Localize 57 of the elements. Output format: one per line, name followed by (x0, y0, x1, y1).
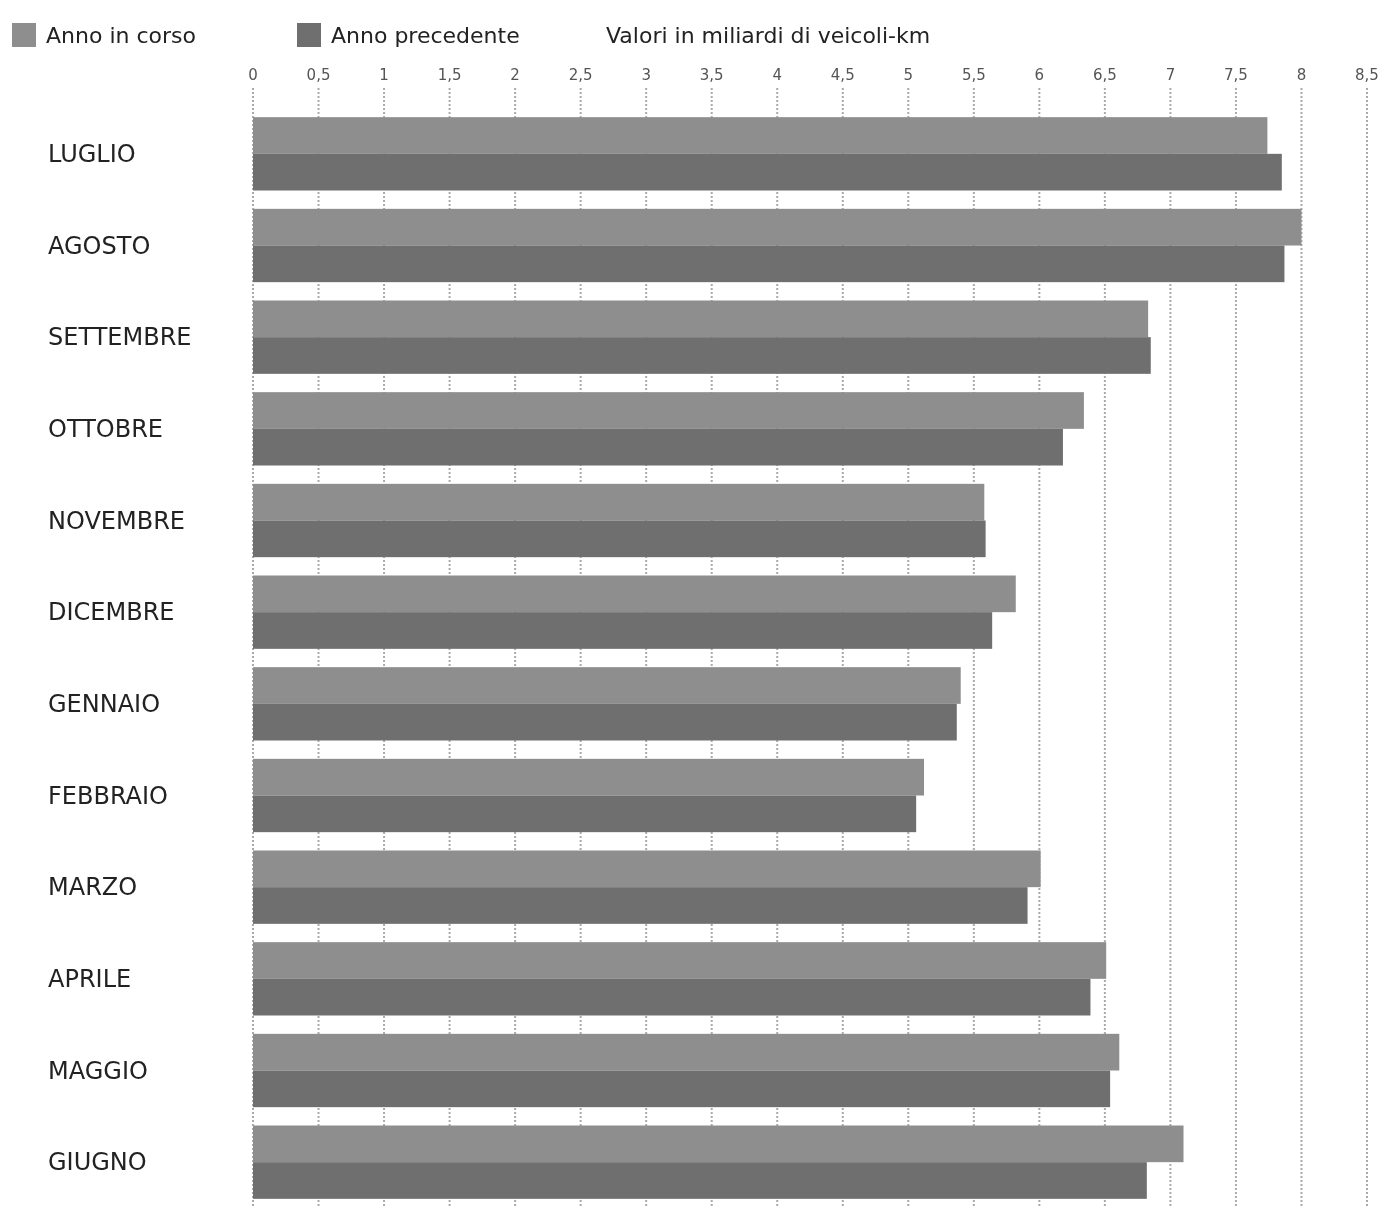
bar (253, 850, 1041, 888)
y-tick-label: OTTOBRE (48, 414, 163, 443)
x-tick-label: 5 (903, 66, 914, 84)
y-tick-label: DICEMBRE (48, 598, 175, 627)
x-tick-label: 8,5 (1355, 66, 1379, 84)
bar (253, 1070, 1111, 1108)
y-tick-label: FEBBRAIO (48, 781, 168, 810)
bar (253, 208, 1302, 246)
legend-label: Anno precedente (331, 23, 520, 48)
bar (253, 337, 1151, 374)
bar (253, 612, 993, 649)
bar (253, 483, 985, 521)
bar (253, 245, 1285, 283)
y-tick-label: MAGGIO (48, 1056, 148, 1085)
x-tick-label: 6 (1034, 66, 1045, 84)
y-tick-label: NOVEMBRE (48, 506, 186, 535)
x-tick-label: 0 (248, 66, 258, 84)
y-tick-label: MARZO (48, 873, 138, 902)
chart-subtitle: Valori in miliardi di veicoli-km (606, 23, 931, 48)
bar (253, 428, 1063, 466)
y-tick-label: SETTEMBRE (48, 323, 192, 352)
bar (253, 153, 1282, 191)
bar (253, 795, 917, 833)
y-tick-label: GENNAIO (48, 689, 161, 718)
x-tick-label: 8 (1296, 66, 1307, 84)
bar (253, 978, 1091, 1016)
bar (253, 667, 961, 704)
x-tick-label: 2,5 (568, 66, 593, 84)
x-tick-label: 4 (772, 66, 783, 84)
bar (253, 575, 1016, 613)
x-tick-label: 4,5 (830, 66, 855, 84)
bar (253, 942, 1107, 979)
legend-label: Anno in corso (46, 23, 196, 48)
bar (253, 520, 986, 558)
y-tick-label: GIUGNO (48, 1148, 147, 1177)
y-tick-label: LUGLIO (48, 139, 136, 168)
bar (253, 1033, 1120, 1071)
y-tick-label: APRILE (48, 964, 132, 993)
bar (253, 300, 1149, 338)
y-tick-label: AGOSTO (48, 231, 151, 260)
x-tick-label: 6,5 (1092, 66, 1117, 84)
bar (253, 887, 1028, 924)
bar (253, 703, 957, 741)
x-tick-label: 0,5 (306, 66, 331, 84)
x-tick-label: 5,5 (961, 66, 986, 84)
x-tick-label: 1 (379, 66, 389, 84)
x-tick-label: 2 (510, 66, 520, 84)
bar (253, 1162, 1147, 1199)
x-tick-label: 3,5 (699, 66, 724, 84)
bar (253, 758, 925, 796)
x-tick-label: 1,5 (437, 66, 462, 84)
bar (253, 1125, 1184, 1163)
x-tick-label: 3 (641, 66, 651, 84)
bar (253, 392, 1084, 429)
bar (253, 117, 1268, 154)
x-tick-label: 7 (1165, 66, 1176, 84)
x-tick-label: 7,5 (1224, 66, 1248, 84)
